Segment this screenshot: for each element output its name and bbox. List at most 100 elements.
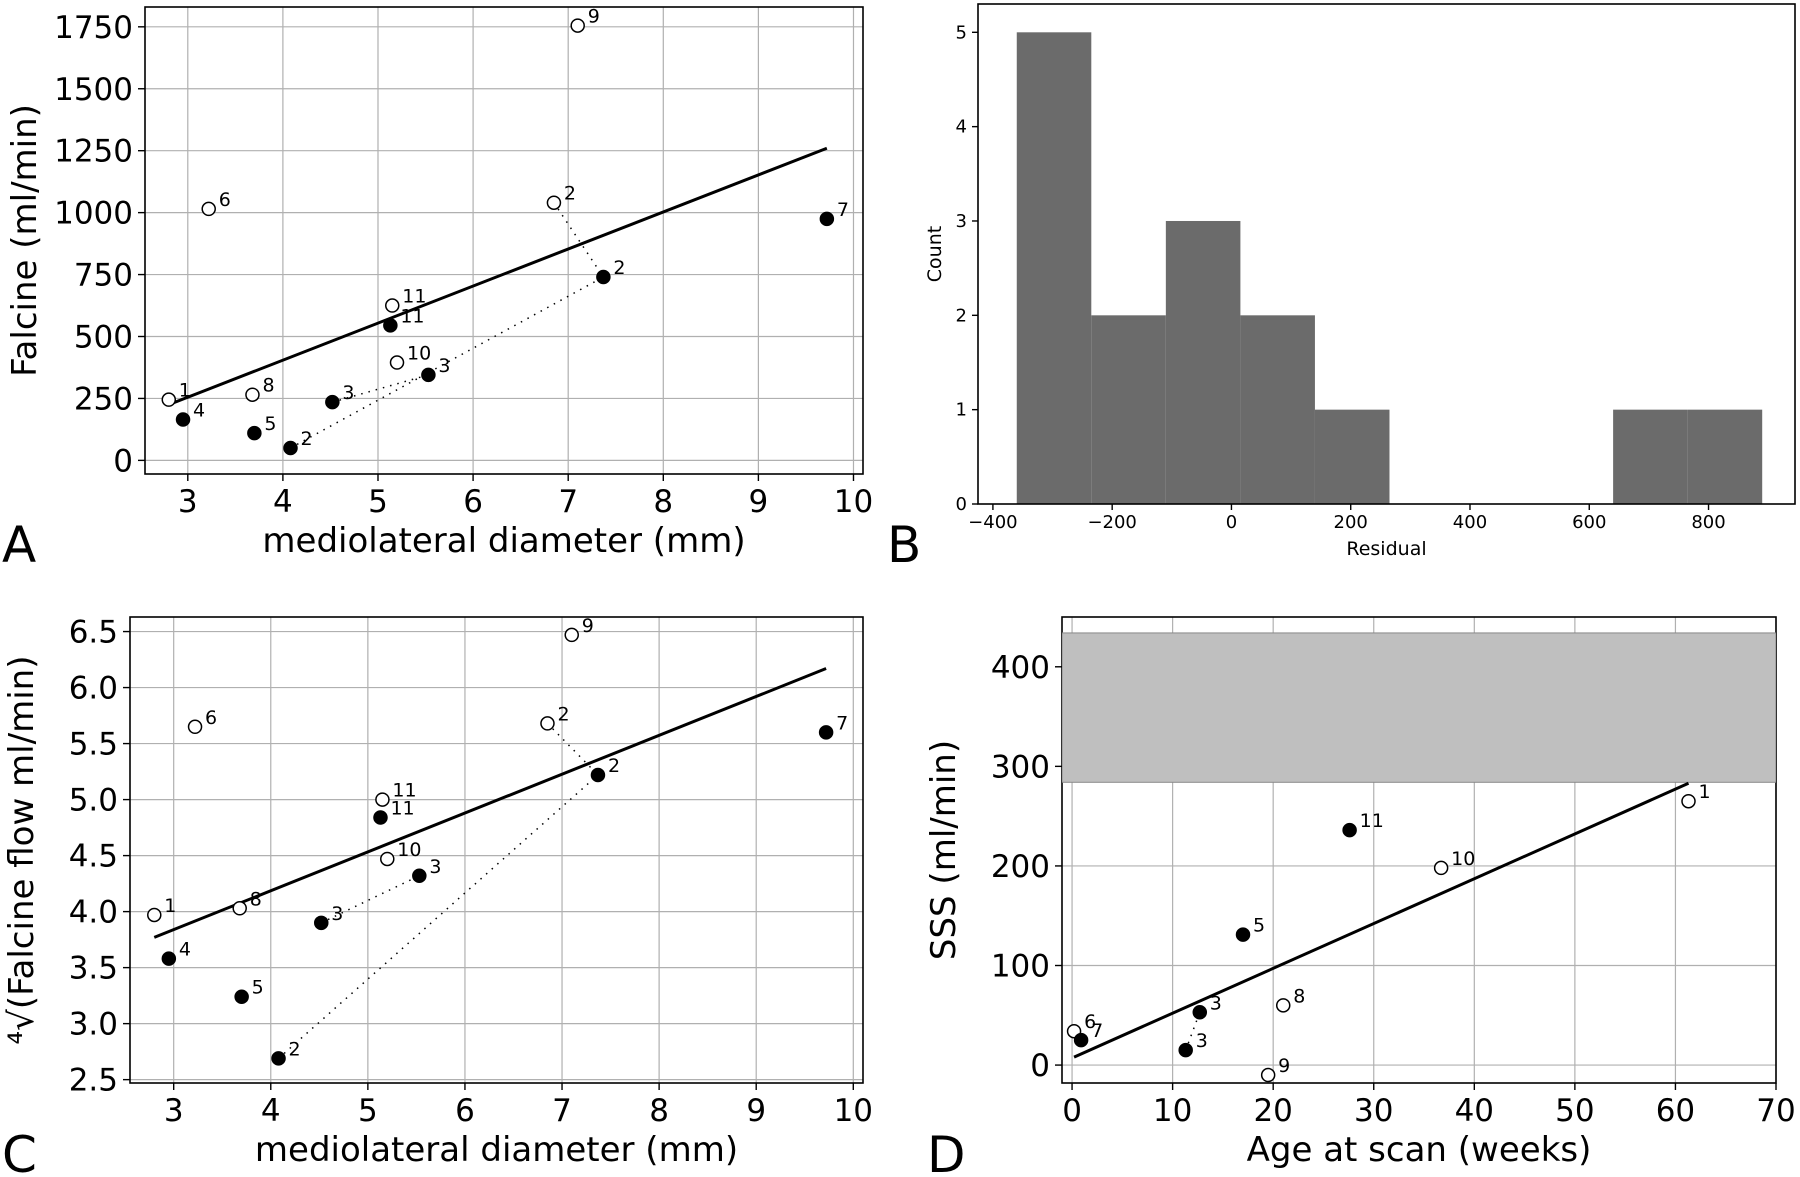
regression-line [153,667,827,939]
open-point [385,298,400,313]
histogram-bar [1314,409,1390,504]
plot-content [168,146,828,449]
x-tick-label: 9 [749,484,769,520]
filled-point [590,767,606,783]
y-tick-label: 4.5 [69,839,118,875]
y-tick-label: 6.0 [69,671,118,707]
y-tick-label: 3.5 [69,951,118,987]
y-tick-label: 1000 [54,196,133,232]
panel-letter-d: D [927,1126,966,1177]
point-label: 7 [1091,1020,1103,1042]
open-point [540,716,555,731]
point-label: 4 [193,399,205,421]
y-tick-label: 5.0 [69,783,118,819]
panel-letter-c: C [2,1126,37,1177]
y-tick-label: 100 [991,949,1050,985]
open-point [245,387,260,402]
filled-point [596,269,611,285]
x-tick-label: 70 [1756,1093,1795,1129]
x-tick-label: 10 [834,1093,873,1129]
y-tick-label: 0 [956,494,967,515]
reference-band [1062,632,1776,783]
open-point [161,392,177,407]
plot-frame [129,616,864,1084]
y-tick-label: 3.0 [69,1007,118,1043]
filled-point [818,725,834,740]
filled-point [421,367,436,383]
point-label: 7 [836,712,848,734]
y-tick-label: 400 [991,650,1050,686]
point-label: 3 [438,355,450,377]
point-label: 10 [1451,848,1475,870]
filled-point [1192,1005,1208,1020]
point-label: 6 [1084,1011,1096,1033]
dotted-link [553,202,605,278]
x-tick-label: 4 [261,1093,281,1129]
y-tick-label: 5 [956,22,967,43]
x-tick-label: 9 [746,1093,766,1129]
point-label: 5 [252,977,264,999]
x-tick-label: −200 [1087,512,1136,533]
x-tick-label: 800 [1691,512,1725,533]
dotted-link [278,774,599,1059]
histogram-bar [1687,409,1763,504]
x-axis-label: mediolateral diameter (mm) [255,1130,738,1170]
x-tick-label: 60 [1656,1093,1695,1129]
y-tick-label: 1500 [54,72,133,108]
filled-point [325,394,340,410]
x-axis-label: mediolateral diameter (mm) [262,521,745,561]
point-label: 11 [392,780,416,802]
point-label: 11 [390,798,414,820]
y-tick-label: 750 [74,258,133,294]
y-tick-label: 1250 [54,134,133,170]
x-tick-label: −400 [968,512,1017,533]
plot-frame [977,3,1796,505]
y-tick-label: 4.0 [69,895,118,931]
y-tick-label: 1750 [54,10,133,46]
filled-point [1235,927,1251,942]
point-label: 2 [289,1038,301,1060]
point-label: 10 [407,343,431,365]
y-tick-label: 500 [74,320,133,356]
point-label: 8 [262,375,274,397]
y-tick-label: 6.5 [69,615,118,651]
y-tick-label: 250 [74,381,133,417]
y-axis-label: SSS (ml/min) [924,740,964,960]
x-tick-label: 5 [368,484,388,520]
open-point [546,195,562,210]
filled-point [1342,822,1357,838]
filled-point [412,868,427,884]
open-point [389,355,405,370]
x-tick-label: 40 [1455,1093,1494,1129]
filled-point [175,412,191,427]
point-label: 7 [837,199,849,221]
y-tick-label: 0 [113,443,133,479]
point-label: 1 [164,895,176,917]
point-label: 6 [205,707,217,729]
x-tick-label: 3 [164,1093,184,1129]
point-label: 5 [1253,915,1265,937]
regression-line [1073,781,1690,1059]
y-tick-label: 1 [956,400,967,421]
y-tick-label: 3 [956,211,967,232]
point-label: 3 [331,903,343,925]
histogram-bar [1613,409,1688,504]
open-point [187,719,203,735]
point-label: 9 [1278,1055,1290,1077]
y-axis-label: ⁴√(Falcine flow ml/min) [2,656,42,1045]
point-label: 2 [608,755,620,777]
plot-content [153,667,827,1059]
filled-point [271,1051,286,1066]
point-label: 6 [219,189,231,211]
panel-d-scatter: 0 10 20 30 40 50 60 70 0 100 200 300 400 Age at scan … [924,616,1796,1170]
point-label: 11 [1360,810,1384,832]
x-axis-label: Residual [1346,538,1426,560]
filled-point [314,915,329,931]
x-tick-label: 7 [558,484,578,520]
x-tick-label: 200 [1334,512,1368,533]
x-axis-label: Age at scan (weeks) [1247,1130,1592,1170]
y-tick-label: 200 [991,849,1050,885]
point-label: 2 [613,257,625,279]
point-label: 3 [1210,992,1222,1014]
